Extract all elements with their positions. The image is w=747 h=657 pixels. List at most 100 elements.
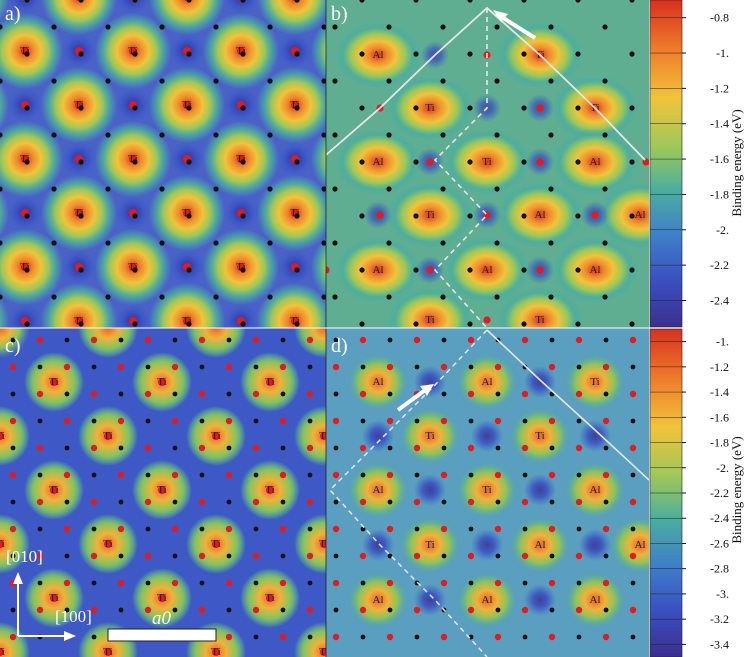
site-black — [118, 445, 124, 451]
site-black — [118, 337, 124, 343]
atom-label-al: Al — [373, 156, 384, 168]
site-black — [132, 321, 138, 327]
atom-label-al: Al — [373, 376, 384, 388]
atom-label-al: Al — [590, 156, 601, 168]
site-black — [0, 294, 3, 300]
site-black — [629, 105, 635, 111]
site-black — [24, 0, 30, 3]
energy-peak — [257, 283, 326, 328]
site-red — [521, 498, 529, 506]
site-black — [359, 321, 365, 327]
colorbar-bottom: -1. -1.2 -1.4 -1.6 -1.8 -2. -2.2 -2.4 -2.6 -2.8 -3… — [649, 328, 744, 657]
site-red — [104, 540, 112, 548]
site-black — [333, 553, 339, 559]
site-black — [521, 321, 527, 327]
panel-label-c: c) — [5, 335, 21, 357]
site-black — [332, 186, 338, 192]
site-black — [105, 240, 111, 246]
atom-label-al: Al — [482, 264, 493, 276]
site-black — [467, 0, 473, 3]
site-black — [240, 213, 246, 219]
site-red — [63, 417, 71, 425]
energy-peak — [78, 328, 138, 358]
site-black — [145, 526, 151, 532]
site-red — [36, 498, 44, 506]
site-black — [64, 499, 70, 505]
site-red — [548, 471, 556, 479]
x-direction-label: [100] — [55, 607, 92, 626]
atom-label-ti: Ti — [128, 153, 137, 165]
atom-label-al: Al — [373, 264, 384, 276]
site-black — [267, 78, 273, 84]
site-black — [226, 445, 232, 451]
atom-label-al: Al — [535, 209, 546, 221]
site-black — [37, 418, 43, 424]
site-black — [24, 321, 30, 327]
site-red — [171, 579, 179, 587]
energy-well — [524, 474, 556, 506]
site-black — [186, 159, 192, 165]
site-red — [198, 498, 206, 506]
site-black — [10, 337, 16, 343]
site-black — [132, 267, 138, 273]
site-black — [226, 499, 232, 505]
scale-bar-label: a0 — [152, 608, 172, 629]
site-black — [118, 391, 124, 397]
panel-d: Al Al Ti Ti Ti Ti Al Al Ti Al Al Al Al Al d) — [326, 328, 649, 657]
site-black — [467, 213, 473, 219]
site-black — [0, 240, 3, 246]
site-black — [78, 159, 84, 165]
site-black — [495, 553, 501, 559]
site-red — [426, 158, 434, 166]
atom-label-al: Al — [373, 484, 384, 496]
site-red — [90, 444, 98, 452]
atom-label-ti: Ti — [535, 314, 544, 326]
site-red — [575, 552, 583, 560]
energy-peak — [386, 286, 474, 328]
colorbar-tick-label: -2. — [716, 461, 729, 475]
site-black — [414, 472, 420, 478]
site-black — [468, 418, 474, 424]
site-black — [467, 51, 473, 57]
site-black — [359, 159, 365, 165]
site-red — [440, 471, 448, 479]
site-red — [359, 336, 367, 344]
site-black — [307, 418, 313, 424]
site-black — [159, 24, 165, 30]
site-red — [602, 471, 610, 479]
site-red — [629, 444, 637, 452]
site-black — [413, 51, 419, 57]
site-black — [267, 132, 273, 138]
atom-label-ti: Ti — [211, 538, 220, 550]
site-black — [105, 24, 111, 30]
site-red — [326, 266, 330, 274]
site-red — [602, 525, 610, 533]
site-black — [413, 213, 419, 219]
site-red — [225, 525, 233, 533]
atom-label-ti: Ti — [74, 315, 83, 327]
site-black — [159, 78, 165, 84]
site-black — [549, 445, 555, 451]
energy-peak — [41, 0, 117, 35]
site-red — [63, 525, 71, 533]
site-black — [521, 51, 527, 57]
site-red — [494, 633, 502, 641]
energy-well — [115, 0, 151, 15]
site-black — [440, 24, 446, 30]
site-red — [144, 390, 152, 398]
energy-peak — [386, 181, 474, 249]
energy-well — [362, 420, 394, 452]
site-red — [63, 471, 71, 479]
site-black — [576, 364, 582, 370]
energy-peak — [294, 622, 326, 657]
site-black — [440, 294, 446, 300]
energy-peak — [294, 406, 326, 466]
site-red — [467, 444, 475, 452]
atom-label-ti: Ti — [236, 45, 245, 57]
site-red — [198, 336, 206, 344]
site-red — [171, 363, 179, 371]
site-black — [253, 364, 259, 370]
site-black — [360, 580, 366, 586]
site-red — [9, 363, 17, 371]
site-red — [144, 444, 152, 452]
